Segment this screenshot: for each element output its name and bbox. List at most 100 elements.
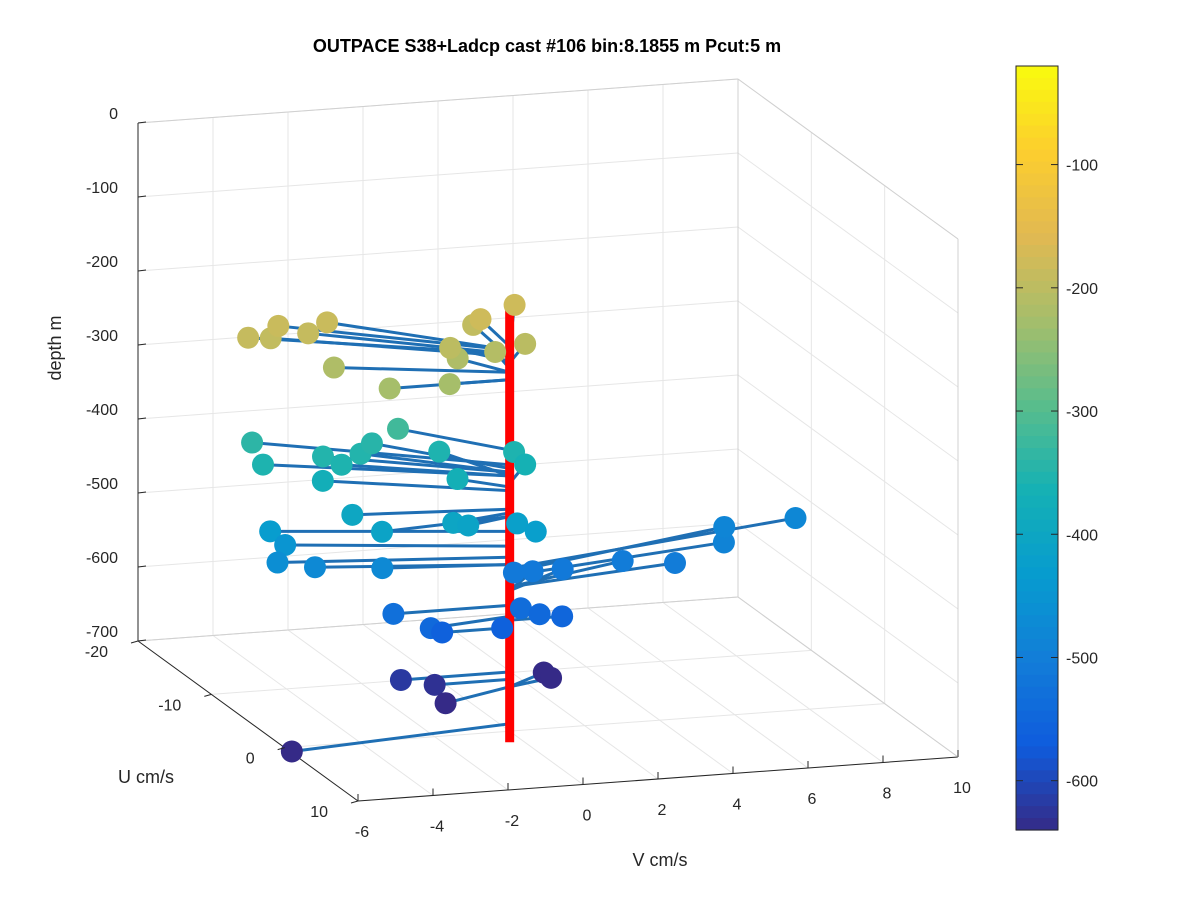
y-tick-mark [350,800,359,804]
x-tick-label: 0 [583,808,592,825]
z-tick-mark [137,269,147,272]
x-tick-label: 4 [733,797,742,814]
colorbar-band [1016,567,1058,580]
data-point [491,617,514,640]
z-tick-mark [137,195,147,198]
x-axis-label: V cm/s [632,850,687,870]
velocity-line [509,516,796,570]
grid-line [137,374,739,420]
colorbar-band [1016,436,1058,449]
data-point [457,514,480,537]
colorbar-band [1016,257,1058,270]
z-tick-mark [137,491,147,494]
data-point [267,314,290,337]
y-tick-mark [204,693,212,697]
colorbar-band [1016,137,1058,151]
velocity-line [393,603,510,616]
z-tick-label: -200 [86,254,118,271]
y-tick-mark [277,747,285,751]
colorbar-frame [1015,65,1059,831]
velocity-line [326,320,510,352]
y-tick-label: 0 [246,751,255,768]
colorbar-band [1016,328,1058,342]
colorbar-band [1016,292,1058,306]
x-tick-label: -6 [355,824,369,841]
z-axis-label: depth m [45,315,65,380]
velocity-line [382,563,510,570]
data-point [514,453,537,476]
colorbar-band [1016,758,1058,771]
colorbar-band [1016,316,1058,330]
data-point [322,356,345,379]
colorbar-band [1016,101,1058,115]
colorbar-tick-label: -500 [1066,650,1098,667]
data-point [528,603,551,626]
data-point [387,417,409,440]
z-tick-mark [137,343,147,346]
colorbar-band [1016,770,1058,783]
x-tick-label: 10 [953,780,971,797]
velocity-line [445,685,511,705]
z-tick-label: -500 [86,476,118,493]
data-point [378,377,401,400]
colorbar-band [1016,268,1058,282]
data-point [252,453,274,476]
z-tick-label: 0 [109,106,118,123]
colorbar-band [1016,543,1058,557]
data-point [382,602,405,625]
colorbar-band [1016,233,1058,246]
data-point [439,336,462,359]
data-point [341,503,364,526]
data-points-layer [237,293,807,763]
colorbar-band [1016,591,1058,604]
grid-line [737,226,959,388]
velocity-line [352,507,510,517]
velocity-line [322,479,510,493]
colorbar-band [1016,113,1058,127]
velocity-line [434,677,510,687]
colorbar-band [1016,794,1058,807]
box-edge [737,78,959,240]
data-point [428,440,451,463]
colorbar-band [1016,388,1058,401]
x-tick-label: 8 [883,786,892,803]
grid-line [437,618,659,780]
data-point [280,740,303,763]
grid-line [137,152,739,198]
colorbar-band [1016,818,1058,831]
colorbar-band [1016,782,1058,795]
data-point [509,597,532,620]
data-point [540,666,563,689]
z-tick-mark [137,639,147,642]
colorbar-band [1016,483,1058,497]
y-axis-label: U cm/s [118,767,174,787]
colorbar-band [1016,245,1058,258]
z-tick-label: -300 [86,328,118,345]
data-point [484,341,507,364]
grid-line [737,152,959,314]
colorbar-band [1016,531,1058,545]
colorbar-band [1016,149,1058,163]
velocity-line [360,452,510,474]
y-tick-label: 10 [310,804,328,821]
data-point [611,549,634,572]
grid-line [737,522,959,684]
data-point [371,520,393,543]
x-tick-label: 2 [658,802,667,819]
data-point [503,293,526,316]
data-point [371,557,394,580]
colorbar-band [1016,650,1058,664]
colorbar-band [1016,125,1058,139]
velocity-line [333,366,510,374]
x-tick-label: -2 [505,813,519,830]
colorbar-band [1016,185,1058,198]
colorbar-tick-label: -200 [1066,281,1098,298]
colorbar-band [1016,555,1058,568]
data-point [434,692,457,715]
data-point [389,668,412,691]
velocity-line [341,463,510,478]
grid-line [137,226,739,272]
velocity-line [285,543,510,548]
colorbar-band [1016,579,1058,592]
